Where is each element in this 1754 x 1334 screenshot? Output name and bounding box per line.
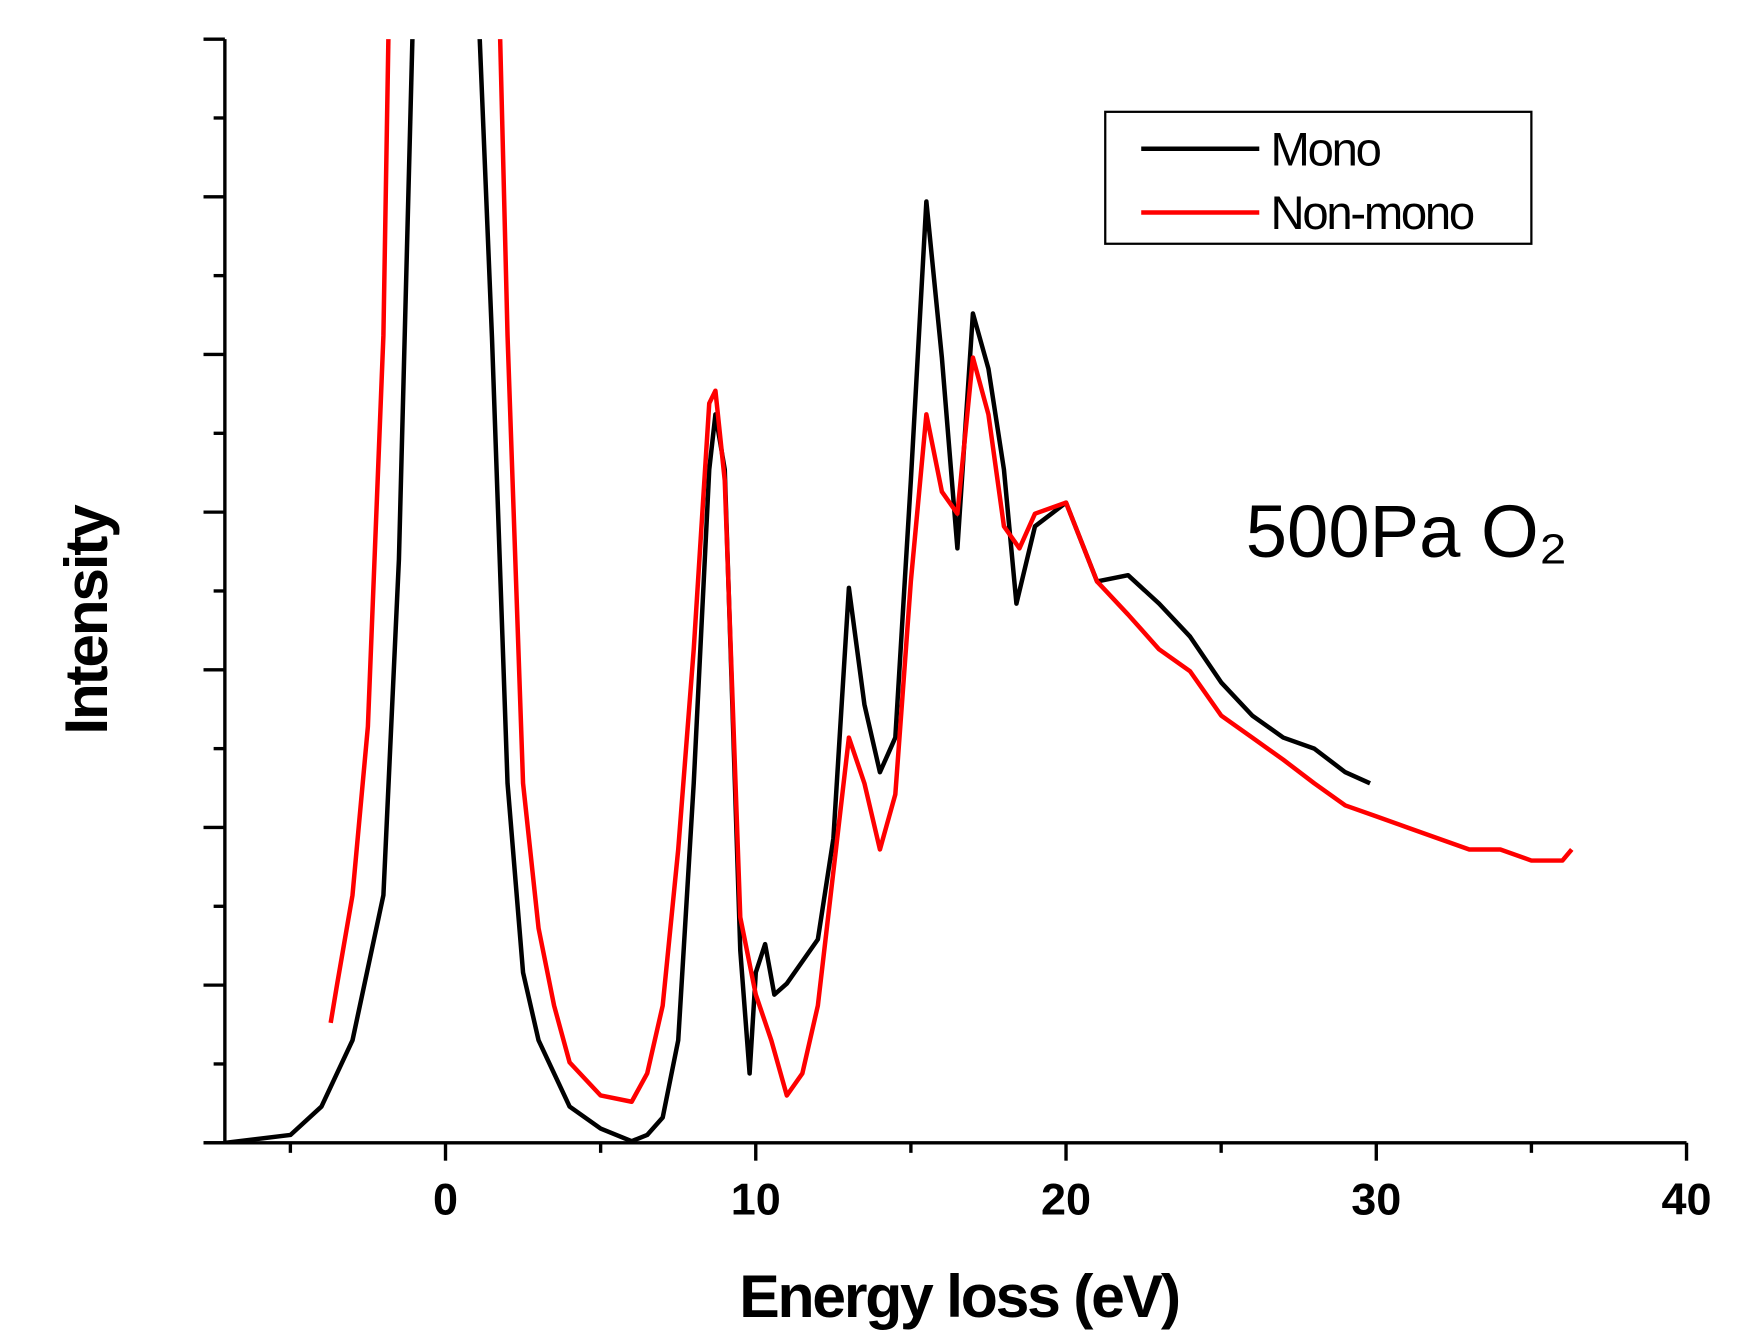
x-axis-label: Energy loss (eV)	[739, 1262, 1179, 1330]
x-tick-label: 40	[1662, 1173, 1712, 1224]
x-tick-label: 10	[731, 1173, 781, 1224]
series-line	[328, 39, 1574, 1104]
plot-area	[224, 39, 1574, 1143]
annotation: 500Pa O₂	[1246, 490, 1568, 573]
y-axis-label: Intensity	[52, 504, 120, 735]
legend-label: Mono	[1271, 123, 1381, 176]
x-tick-label: 20	[1041, 1173, 1091, 1224]
legend-label: Non-mono	[1271, 186, 1474, 239]
x-tick-label: 0	[433, 1173, 458, 1224]
legend-box	[1104, 110, 1533, 245]
x-tick-label: 30	[1351, 1173, 1401, 1224]
